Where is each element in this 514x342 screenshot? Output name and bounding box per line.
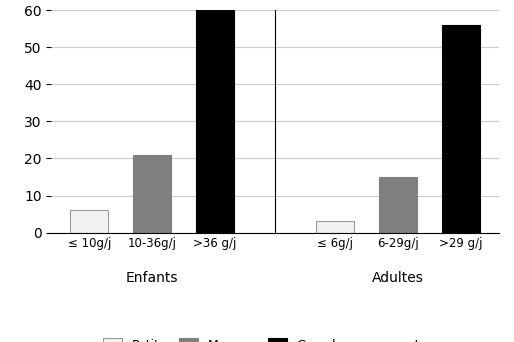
Legend: Petits, Movens, Grands consommateurs: Petits, Movens, Grands consommateurs — [97, 332, 453, 342]
Text: Enfants: Enfants — [126, 272, 178, 286]
Bar — [442, 25, 480, 233]
Bar — [133, 155, 171, 233]
Text: Adultes: Adultes — [372, 272, 424, 286]
Bar — [379, 177, 417, 233]
Bar — [196, 10, 234, 233]
Bar — [316, 222, 354, 233]
Bar — [70, 210, 108, 233]
